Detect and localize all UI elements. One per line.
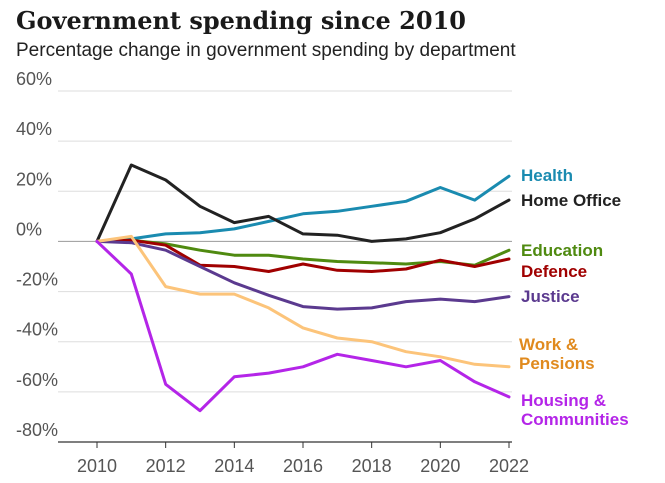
series-labels: Health Home Office Education Defence Justice…	[519, 166, 629, 429]
y-tick-label: -20%	[16, 270, 58, 290]
x-tick-label: 2014	[214, 456, 254, 476]
series-label: Justice	[521, 287, 580, 306]
y-tick-label: 0%	[16, 219, 42, 239]
x-tick-label: 2012	[146, 456, 186, 476]
series-line	[95, 234, 511, 369]
chart-subtitle: Percentage change in government spending…	[16, 40, 516, 61]
series-label: Defence	[521, 262, 587, 281]
series-label: Health	[521, 166, 573, 185]
series-label: Housing & Communities	[521, 391, 629, 429]
series-label: Work & Pensions	[519, 335, 595, 373]
series-label: Home Office	[521, 191, 621, 210]
y-tick-label: 60%	[16, 69, 52, 89]
series-line	[95, 163, 511, 243]
x-tick-label: 2020	[420, 456, 460, 476]
y-tick-label: -80%	[16, 420, 58, 440]
y-tick-label: 20%	[16, 169, 52, 189]
y-tick-label: -40%	[16, 320, 58, 340]
y-tick-label: -60%	[16, 370, 58, 390]
series-line	[95, 238, 511, 273]
x-tick-label: 2018	[352, 456, 392, 476]
x-tick-label: 2016	[283, 456, 323, 476]
series-line	[95, 239, 511, 413]
x-tick-label: 2022	[489, 456, 529, 476]
y-tick-label: 40%	[16, 119, 52, 139]
chart-title: Government spending since 2010	[16, 6, 466, 35]
series-label: Education	[521, 241, 603, 260]
series-line	[95, 174, 511, 243]
series-line	[95, 239, 511, 311]
series-lines	[95, 163, 511, 413]
axis: 60% 40% 20% 0% -20% -40% -60% -80% 2010 2012 2014 2…	[16, 69, 529, 476]
x-tick-label: 2010	[77, 456, 117, 476]
